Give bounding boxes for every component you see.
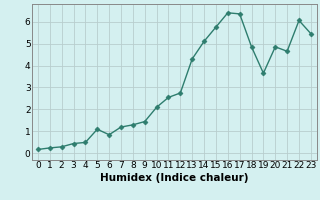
- X-axis label: Humidex (Indice chaleur): Humidex (Indice chaleur): [100, 173, 249, 183]
